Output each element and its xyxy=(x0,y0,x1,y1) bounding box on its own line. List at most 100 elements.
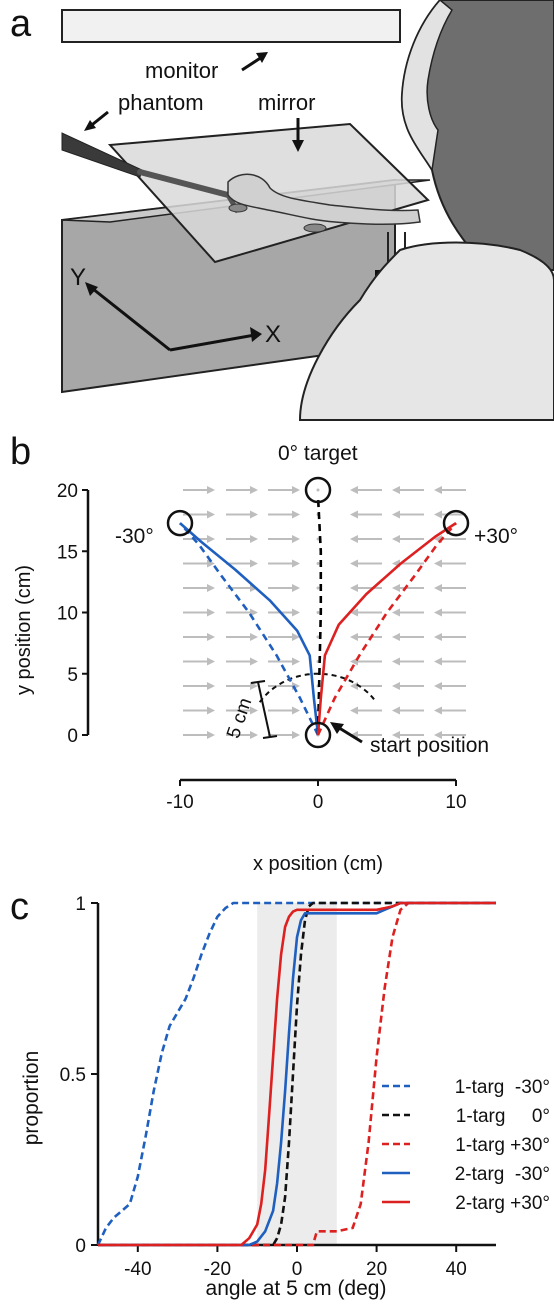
cdf-series-1 xyxy=(98,901,496,1247)
trajectory-1 xyxy=(179,522,320,736)
x-axis-label: X xyxy=(265,321,281,348)
target-circle-0 xyxy=(304,476,332,504)
monitor-arrowhead xyxy=(256,52,268,63)
trajectory-0 xyxy=(179,522,320,736)
field-arrowhead xyxy=(207,682,215,690)
trajectory-3 xyxy=(316,522,457,736)
panel-b-xlabel: x position (cm) xyxy=(253,853,383,875)
label-target-0: 0° target xyxy=(278,442,358,465)
panel-letter-c: c xyxy=(10,886,29,928)
field-arrowhead xyxy=(350,633,358,641)
panel-a-illustration: Y X monitor phantom mirror xyxy=(61,0,554,421)
b-y-tick-label: 0 xyxy=(67,726,78,747)
legend-label-1: 1-targ 0° xyxy=(456,1106,550,1127)
field-arrowhead xyxy=(292,633,300,641)
field-arrowhead xyxy=(292,731,300,739)
y-axis-arrow xyxy=(87,283,171,352)
field-arrowhead xyxy=(207,706,215,715)
field-arrowhead xyxy=(250,657,258,666)
c-x-tick-label: -40 xyxy=(124,1259,151,1280)
field-arrowhead xyxy=(292,535,300,543)
panel-b-ylabel: y position (cm) xyxy=(13,565,35,695)
force-field xyxy=(183,486,466,739)
label-target-pos30: +30° xyxy=(474,525,518,548)
field-arrowhead xyxy=(207,559,215,568)
field-arrowhead xyxy=(207,535,215,543)
hand-shape xyxy=(227,173,421,226)
panel-letter-a: a xyxy=(10,3,32,45)
legend-label-0: 1-targ -30° xyxy=(455,1077,550,1098)
field-arrowhead xyxy=(434,486,442,494)
x-axis-arrow xyxy=(169,333,256,352)
field-arrowhead xyxy=(292,510,300,519)
field-arrowhead xyxy=(350,706,358,715)
field-arrowhead xyxy=(292,584,300,592)
field-arrowhead xyxy=(250,535,258,543)
field-null-point xyxy=(316,562,320,565)
field-arrowhead xyxy=(250,706,258,715)
phantom-handle xyxy=(228,203,248,213)
y-axis-label: Y xyxy=(70,264,86,291)
field-arrowhead xyxy=(350,608,358,617)
c-x-tick-label: 0 xyxy=(292,1259,303,1280)
c-x-tick-label: 40 xyxy=(446,1259,467,1280)
c-y-tick-label: 1 xyxy=(75,894,86,915)
field-arrowhead xyxy=(434,584,442,592)
field-arrowhead xyxy=(392,731,400,739)
trajectory-2 xyxy=(316,496,323,736)
field-arrowhead xyxy=(392,682,400,690)
b-x-tick-label: 10 xyxy=(445,792,466,813)
panel-b-axes: 0 5 10 15 20 -10 0 10 xyxy=(57,481,467,813)
c-x-tick-label: 20 xyxy=(366,1259,387,1280)
field-arrowhead xyxy=(292,608,300,617)
field-arrowhead xyxy=(250,608,258,617)
field-arrowhead xyxy=(292,657,300,666)
shaded-region xyxy=(257,903,337,1245)
panel-c-chart: 00.51-40 -20 0 20 40 1-targ -30°1-targ 0°1-t… xyxy=(20,894,550,1300)
monitor-shape xyxy=(61,9,401,43)
field-null-point xyxy=(316,537,320,541)
phantom-stylus xyxy=(137,169,231,198)
field-null-point xyxy=(316,488,320,492)
person-torso xyxy=(298,241,554,421)
mirror-arrowhead xyxy=(292,140,304,152)
c-x-tick-label: -20 xyxy=(204,1259,231,1280)
b-y-tick-label: 15 xyxy=(57,542,78,563)
field-null-point xyxy=(316,635,320,639)
field-arrowhead xyxy=(292,706,300,715)
trajectory-4 xyxy=(316,522,457,736)
field-arrowhead xyxy=(207,657,215,666)
field-arrowhead xyxy=(250,731,258,739)
field-arrowhead xyxy=(392,510,400,519)
field-arrowhead xyxy=(207,608,215,617)
x-arrowhead xyxy=(250,327,262,342)
field-arrowhead xyxy=(434,731,442,739)
y-arrowhead xyxy=(85,282,98,296)
field-arrowhead xyxy=(350,559,358,568)
label-target-neg30: -30° xyxy=(115,525,154,548)
scale-bar-cap xyxy=(262,735,278,739)
panel-c-ylabel: proportion xyxy=(20,1051,43,1146)
field-null-point xyxy=(316,586,320,590)
c-y-tick-label: 0.5 xyxy=(60,1065,86,1086)
field-arrowhead xyxy=(350,510,358,519)
field-arrowhead xyxy=(207,731,215,739)
field-arrowhead xyxy=(207,486,215,494)
field-arrowhead xyxy=(292,559,300,568)
field-arrowhead xyxy=(350,535,358,543)
phantom-label: phantom xyxy=(118,90,204,115)
field-arrowhead xyxy=(350,486,358,494)
phantom-arm xyxy=(61,132,143,178)
field-arrowhead xyxy=(434,633,442,641)
panel-b-chart: 0 5 10 15 20 -10 0 10 0° target -30° +30° start… xyxy=(13,442,518,875)
target-circle-2 xyxy=(442,509,470,537)
scale-bar-cap xyxy=(250,680,266,684)
field-arrowhead xyxy=(207,510,215,519)
panel-letter-b: b xyxy=(10,431,32,473)
legend-label-3: 2-targ -30° xyxy=(455,1164,550,1185)
panel-c-xlabel: angle at 5 cm (deg) xyxy=(206,1277,387,1300)
phantom-arrowhead xyxy=(84,120,96,131)
monitor-label: monitor xyxy=(145,58,218,83)
field-arrowhead xyxy=(350,682,358,690)
field-arrowhead xyxy=(434,682,442,690)
